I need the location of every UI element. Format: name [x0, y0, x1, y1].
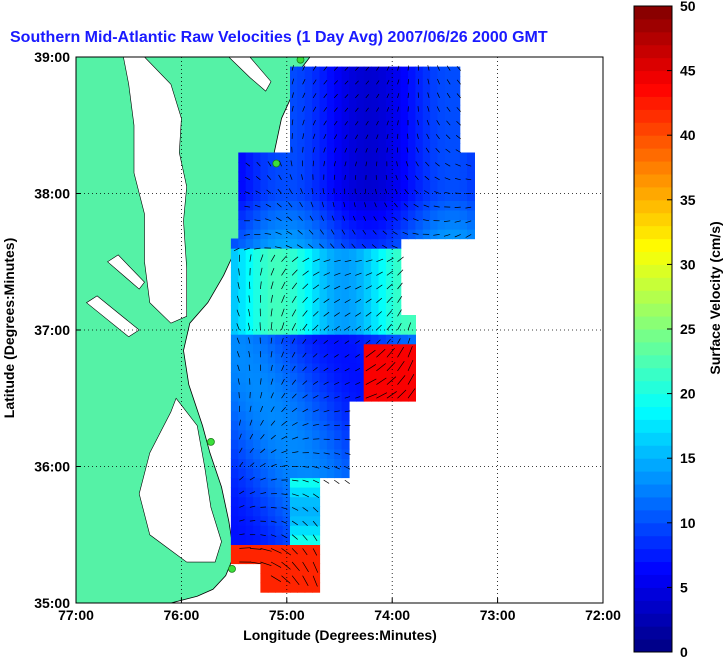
axes: 77:00 76:00 75:00 74:00 73:00 72:00 39:00 38:00…: [34, 49, 621, 623]
colorbar-tick-label: 40: [680, 127, 696, 143]
river-inlet-2: [85, 295, 140, 338]
colorbar-tick-label: 45: [680, 63, 696, 79]
y-tick-label: 36:00: [34, 459, 70, 475]
station-marker: [228, 565, 236, 573]
colorbar-tick-label: 15: [680, 450, 696, 466]
colorbar-tick-label: 50: [680, 0, 696, 14]
y-tick-label: 39:00: [34, 49, 70, 65]
velocity-field: [230, 66, 475, 593]
x-tick-label: 77:00: [58, 607, 94, 623]
x-tick-label: 72:00: [585, 607, 621, 623]
river-inlet-1: [107, 254, 145, 290]
grid-lines: [76, 57, 603, 603]
colorbar-tick-label: 25: [680, 321, 696, 337]
colorbar-tick-label: 5: [680, 579, 688, 595]
velocity-vectors: [233, 65, 472, 587]
colorbar-tick-label: 10: [680, 515, 696, 531]
y-tick-label: 38:00: [34, 186, 70, 202]
y-tick-label: 37:00: [34, 322, 70, 338]
station-marker: [272, 159, 281, 168]
station-marker: [206, 437, 215, 446]
delaware-bay: [228, 57, 272, 92]
colorbar-label: Surface Velocity (cm/s): [707, 221, 723, 374]
x-axis-label: Longitude (Degrees:Minutes): [243, 627, 437, 643]
y-tick-label: 35:00: [34, 595, 70, 611]
x-tick-label: 73:00: [480, 607, 516, 623]
x-tick-label: 75:00: [269, 607, 305, 623]
sound-waters: [138, 397, 222, 563]
chart-title: Southern Mid-Atlantic Raw Velocities (1 …: [10, 29, 548, 46]
x-tick-label: 74:00: [374, 607, 410, 623]
colorbar-tick-label: 20: [680, 386, 696, 402]
y-axis-label: Latitude (Degrees:Minutes): [1, 238, 17, 418]
colorbar-tick-label: 30: [680, 256, 696, 272]
colorbar-tick-label: 0: [680, 644, 688, 659]
chesapeake-bay: [123, 57, 188, 324]
colorbar: 0 5 10 15 20 25 30 35 40 45 50: [633, 0, 696, 659]
station-marker: [296, 57, 305, 64]
x-tick-label: 76:00: [163, 607, 199, 623]
map-plot-area: [75, 56, 604, 604]
colorbar-tick-label: 35: [680, 192, 696, 208]
